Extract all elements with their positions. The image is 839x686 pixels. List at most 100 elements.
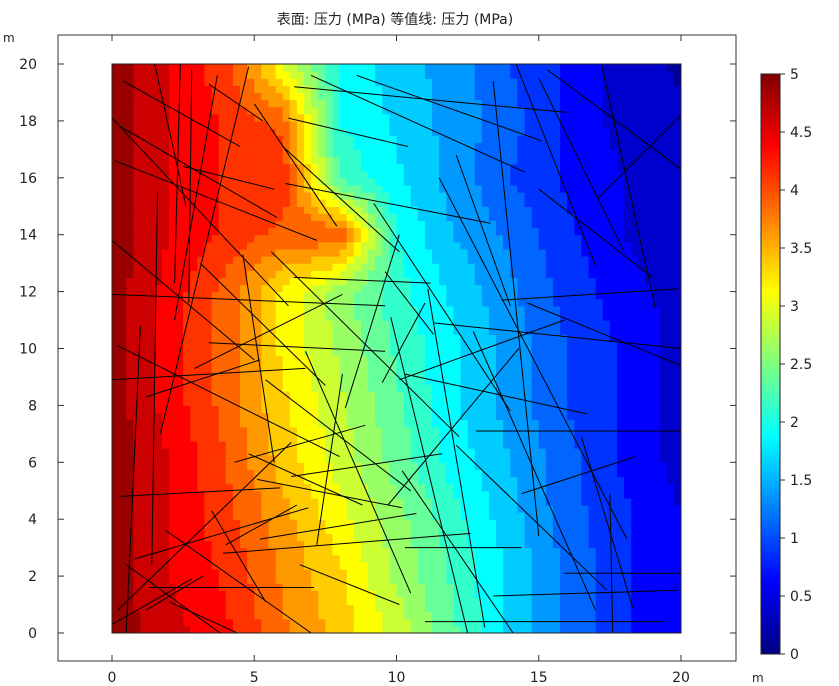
- pressure-cell: [112, 455, 120, 463]
- pressure-cell: [161, 284, 170, 293]
- pressure-cell: [368, 625, 376, 633]
- pressure-cell: [147, 433, 156, 442]
- pressure-cell: [311, 305, 319, 314]
- pressure-cell: [140, 618, 149, 627]
- pressure-cell: [673, 277, 681, 286]
- pressure-cell: [232, 277, 241, 286]
- pressure-cell: [197, 497, 206, 506]
- pressure-cell: [538, 547, 547, 556]
- pressure-cell: [275, 554, 284, 563]
- pressure-cell: [446, 256, 454, 264]
- pressure-cell: [524, 597, 533, 606]
- pressure-cell: [147, 611, 156, 620]
- pressure-cell: [588, 369, 597, 378]
- pressure-cell: [353, 277, 362, 286]
- pressure-cell: [624, 554, 632, 563]
- pressure-cell: [524, 234, 533, 243]
- pressure-cell: [232, 384, 241, 392]
- pressure-cell: [645, 625, 654, 633]
- pressure-cell: [218, 341, 227, 350]
- pressure-cell: [595, 533, 604, 542]
- pressure-cell: [133, 419, 142, 428]
- pressure-cell: [460, 291, 469, 300]
- pressure-cell: [360, 234, 369, 243]
- pressure-cell: [382, 312, 390, 321]
- pressure-cell: [247, 192, 255, 200]
- pressure-cell: [240, 554, 248, 563]
- pressure-cell: [503, 369, 511, 378]
- pressure-cell: [304, 199, 312, 207]
- pressure-cell: [595, 597, 604, 606]
- pressure-cell: [417, 433, 426, 442]
- pressure-cell: [375, 426, 383, 435]
- pressure-cell: [261, 540, 270, 549]
- pressure-cell: [552, 547, 561, 556]
- pressure-cell: [204, 455, 213, 463]
- pressure-cell: [204, 540, 213, 549]
- pressure-cell: [318, 604, 326, 613]
- pressure-cell: [282, 576, 291, 584]
- pressure-cell: [460, 341, 469, 350]
- pressure-cell: [240, 192, 248, 200]
- pressure-cell: [204, 192, 213, 200]
- pressure-cell: [638, 312, 647, 321]
- pressure-cell: [616, 398, 625, 406]
- pressure-cell: [332, 583, 341, 591]
- pressure-cell: [396, 241, 405, 250]
- pressure-cell: [311, 384, 319, 392]
- pressure-cell: [161, 625, 170, 633]
- pressure-cell: [247, 604, 255, 613]
- pressure-cell: [581, 561, 590, 570]
- pressure-cell: [496, 192, 504, 200]
- pressure-cell: [567, 192, 575, 200]
- pressure-cell: [168, 348, 177, 357]
- pressure-cell: [311, 206, 319, 214]
- pressure-cell: [296, 476, 305, 485]
- pressure-cell: [353, 256, 362, 264]
- pressure-cell: [666, 583, 675, 591]
- pressure-cell: [567, 369, 575, 378]
- pressure-cell: [368, 341, 376, 350]
- pressure-cell: [325, 526, 334, 535]
- pressure-cell: [659, 298, 668, 307]
- pressure-cell: [140, 590, 149, 599]
- pressure-cell: [396, 490, 405, 499]
- pressure-cell: [311, 490, 319, 499]
- pressure-cell: [197, 362, 206, 371]
- pressure-cell: [353, 334, 362, 342]
- pressure-cell: [503, 561, 511, 570]
- pressure-cell: [659, 220, 668, 229]
- pressure-cell: [396, 270, 405, 278]
- pressure-cell: [560, 241, 568, 250]
- pressure-cell: [268, 305, 277, 314]
- pressure-cell: [147, 256, 156, 264]
- pressure-cell: [275, 426, 284, 435]
- pressure-cell: [304, 433, 312, 442]
- pressure-cell: [261, 490, 270, 499]
- pressure-cell: [154, 270, 163, 278]
- pressure-cell: [638, 462, 647, 471]
- pressure-cell: [631, 305, 639, 314]
- pressure-cell: [488, 384, 497, 392]
- pressure-cell: [147, 519, 156, 527]
- pressure-cell: [375, 213, 383, 222]
- pressure-cell: [446, 547, 454, 556]
- pressure-cell: [289, 398, 298, 406]
- pressure-cell: [624, 270, 632, 278]
- pressure-cell: [588, 270, 597, 278]
- pressure-cell: [353, 312, 362, 321]
- pressure-cell: [510, 554, 519, 563]
- pressure-cell: [332, 369, 341, 378]
- pressure-cell: [638, 362, 647, 371]
- pressure-cell: [659, 256, 668, 264]
- pressure-cell: [176, 291, 184, 300]
- pressure-cell: [396, 476, 405, 485]
- pressure-cell: [560, 576, 568, 584]
- pressure-cell: [460, 618, 469, 627]
- pressure-cell: [460, 320, 469, 328]
- pressure-cell: [524, 604, 533, 613]
- pressure-cell: [595, 220, 604, 229]
- pressure-cell: [424, 476, 433, 485]
- pressure-cell: [382, 618, 390, 627]
- pressure-cell: [147, 448, 156, 456]
